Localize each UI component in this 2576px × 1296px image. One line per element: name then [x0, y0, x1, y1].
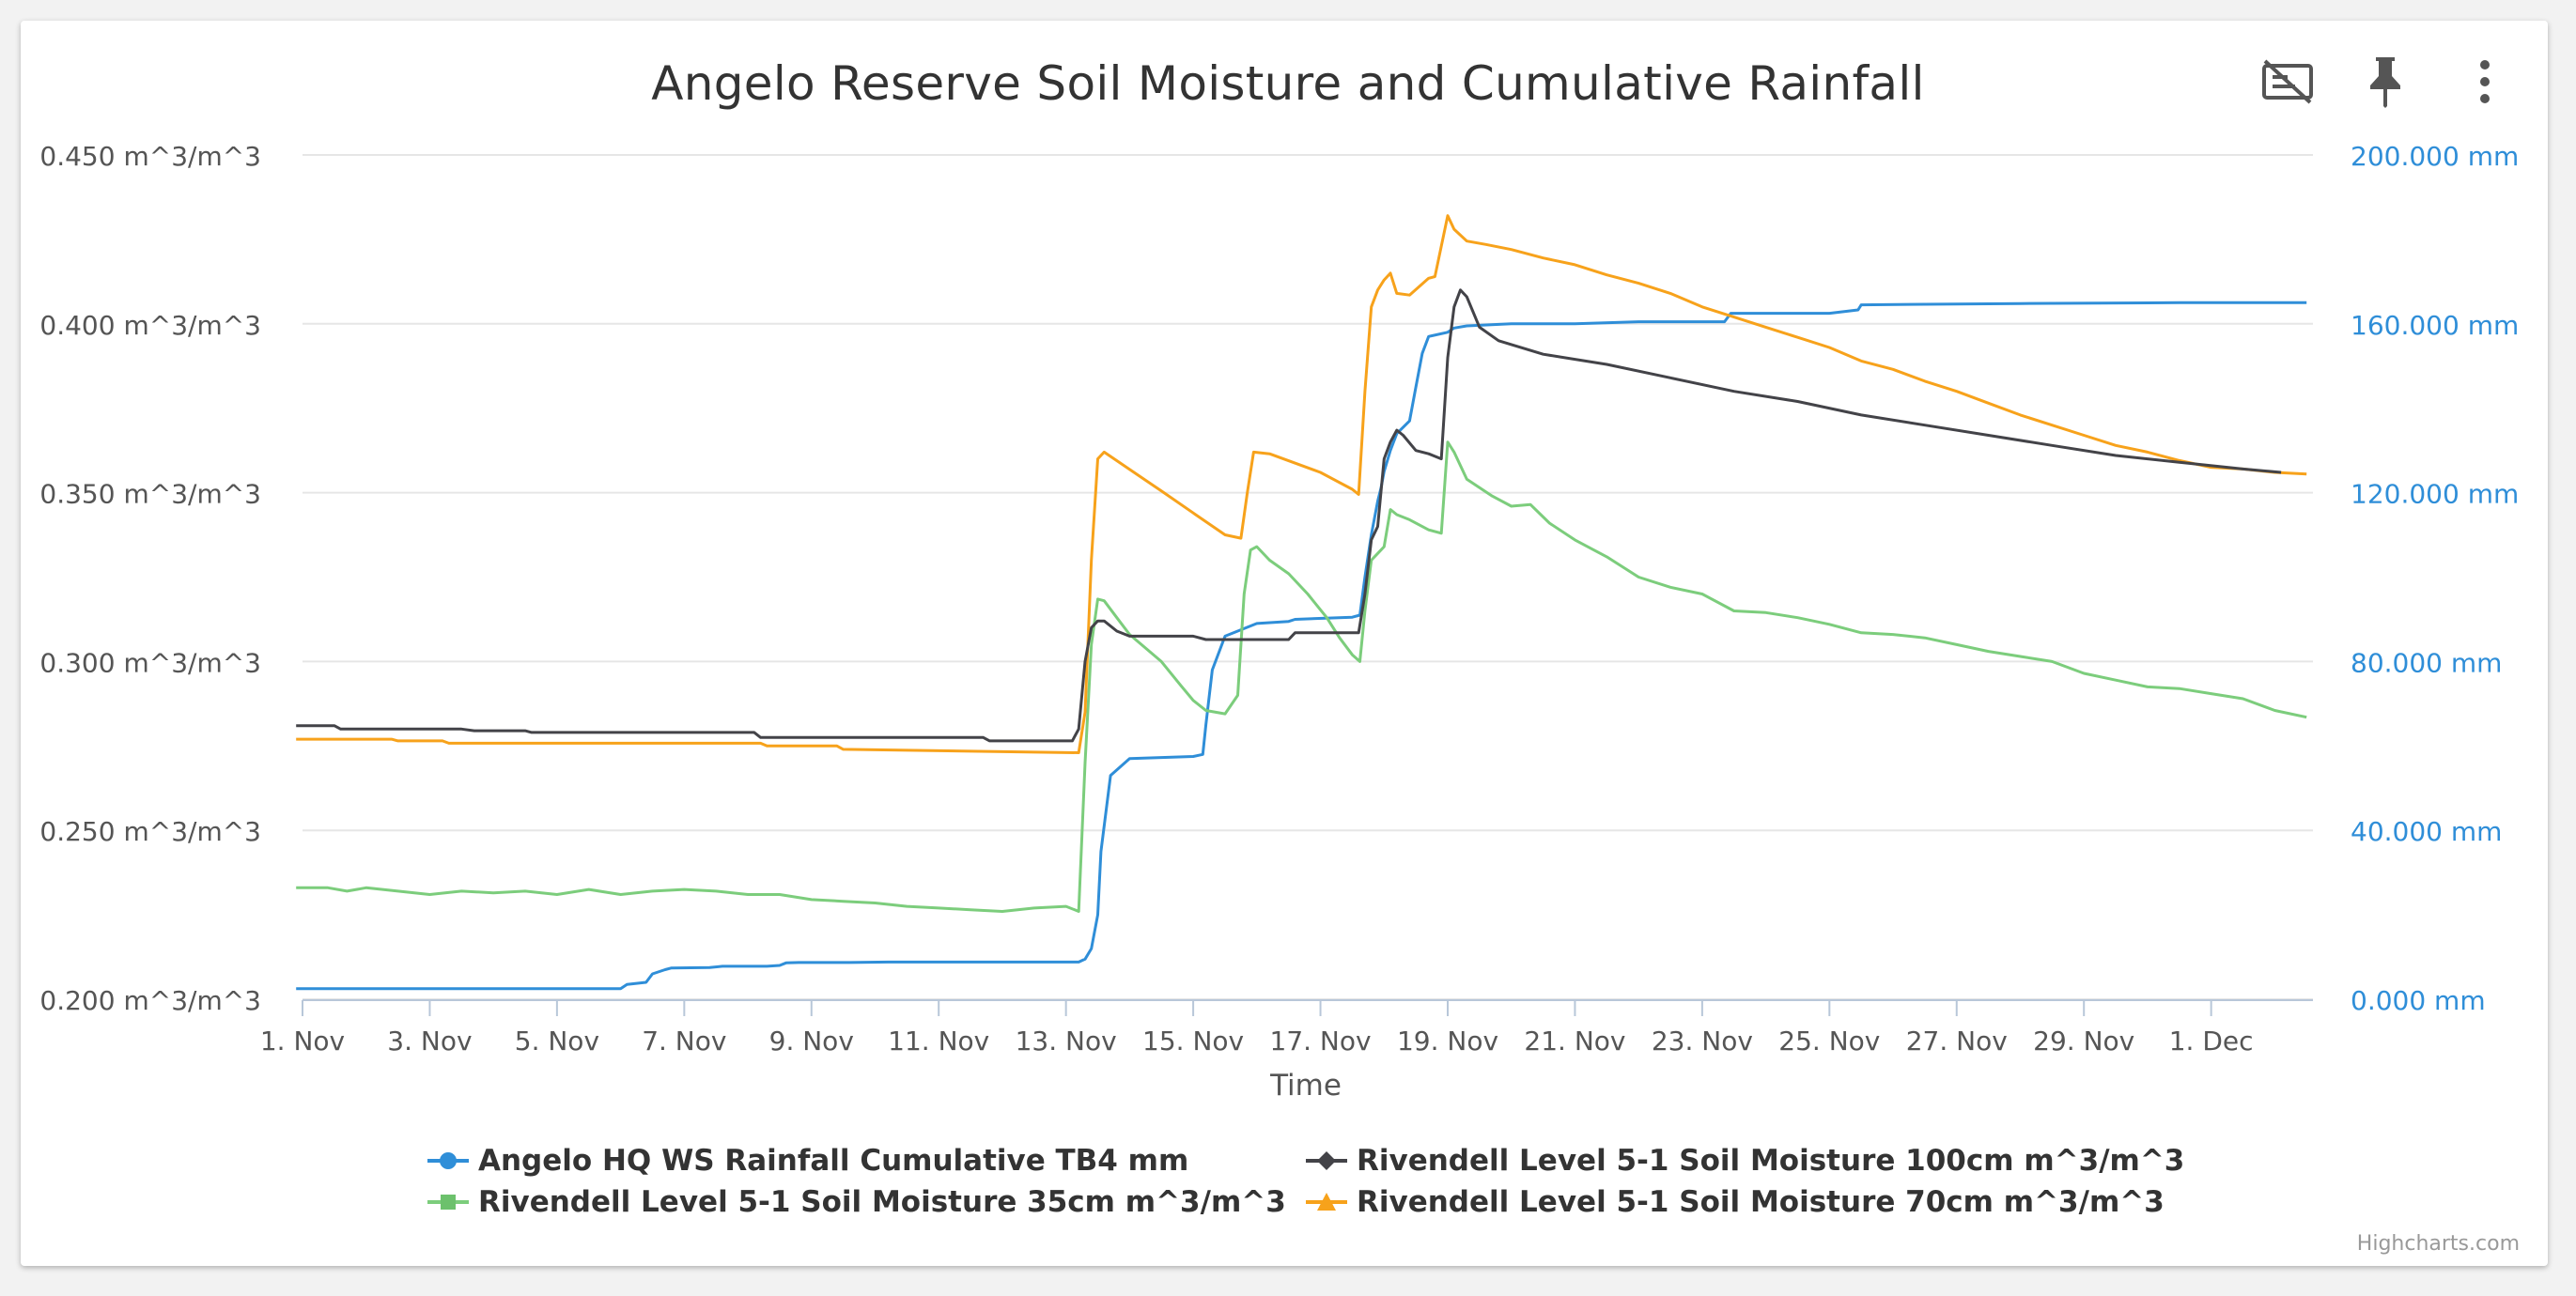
x-tick-label: 7. Nov [642, 1026, 726, 1057]
circle-series-line[interactable] [296, 301, 2307, 991]
x-tick-label: 29. Nov [2033, 1026, 2134, 1057]
y-left-tick-label: 0.300 m^3/m^3 [39, 647, 261, 678]
x-tick-label: 23. Nov [1652, 1026, 1753, 1057]
legend-item-100cm[interactable]: Rivendell Level 5-1 Soil Moisture 100cm … [1306, 1144, 2208, 1178]
series-lines [296, 214, 2307, 991]
x-tick-label: 17. Nov [1270, 1026, 1372, 1057]
legend-square-icon [427, 1195, 469, 1210]
legend-triangle-icon [1306, 1193, 1347, 1211]
axes: 0.200 m^3/m^3 0.000 mm 0.250 m^3/m^3 40.000… [39, 141, 2519, 1057]
y-left-tick-label: 0.450 m^3/m^3 [39, 141, 261, 172]
legend-circle-icon [427, 1152, 469, 1169]
pin-button[interactable] [2352, 49, 2418, 115]
x-tick-label: 1. Nov [260, 1026, 345, 1057]
eye-off-icon [2262, 59, 2313, 104]
legend-label: Rivendell Level 5-1 Soil Moisture 100cm … [1357, 1144, 2185, 1178]
y-right-tick-label: 40.000 mm [2351, 816, 2502, 847]
x-tick-label: 11. Nov [888, 1026, 989, 1057]
x-tick-label: 21. Nov [1524, 1026, 1625, 1057]
chart-title: Angelo Reserve Soil Moisture and Cumulat… [651, 56, 1925, 111]
legend-item-rainfall[interactable]: Angelo HQ WS Rainfall Cumulative TB4 mm [427, 1144, 1306, 1178]
y-right-tick-label: 0.000 mm [2351, 985, 2486, 1016]
y-left-tick-label: 0.400 m^3/m^3 [39, 310, 261, 341]
more-vert-icon [2480, 60, 2490, 103]
hide-chart-button[interactable] [2255, 49, 2320, 115]
x-tick-label: 15. Nov [1142, 1026, 1244, 1057]
chart-legend: Angelo HQ WS Rainfall Cumulative TB4 mm … [427, 1144, 2212, 1219]
legend-item-35cm[interactable]: Rivendell Level 5-1 Soil Moisture 35cm m… [427, 1185, 1306, 1219]
grid-lines [303, 154, 2313, 1000]
x-tick-label: 3. Nov [387, 1026, 472, 1057]
triangle-series-line[interactable] [296, 214, 2307, 754]
y-right-tick-label: 120.000 mm [2351, 479, 2519, 510]
y-right-tick-label: 80.000 mm [2351, 647, 2502, 678]
y-left-tick-label: 0.200 m^3/m^3 [39, 985, 261, 1016]
legend-diamond-icon [1306, 1151, 1347, 1170]
x-tick-label: 1. Dec [2169, 1026, 2254, 1057]
diamond-series-line[interactable] [296, 288, 2282, 743]
pin-icon [2370, 57, 2400, 108]
x-tick-label: 5. Nov [515, 1026, 599, 1057]
x-tick-label: 25. Nov [1778, 1026, 1880, 1057]
chart-menu-button[interactable] [2452, 49, 2518, 115]
x-tick-label: 13. Nov [1016, 1026, 1117, 1057]
y-right-tick-label: 160.000 mm [2351, 310, 2519, 341]
square-series-line[interactable] [296, 440, 2307, 913]
x-axis-title: Time [1269, 1069, 1342, 1103]
y-left-tick-label: 0.250 m^3/m^3 [39, 816, 261, 847]
legend-item-70cm[interactable]: Rivendell Level 5-1 Soil Moisture 70cm m… [1306, 1185, 2208, 1219]
legend-label: Rivendell Level 5-1 Soil Moisture 70cm m… [1357, 1185, 2165, 1219]
x-tick-label: 9. Nov [769, 1026, 854, 1057]
y-left-tick-label: 0.350 m^3/m^3 [39, 479, 261, 510]
chart-credits[interactable]: Highcharts.com [2356, 1232, 2520, 1256]
x-tick-label: 19. Nov [1397, 1026, 1498, 1057]
x-tick-label: 27. Nov [1906, 1026, 2008, 1057]
y-right-tick-label: 200.000 mm [2351, 141, 2519, 172]
legend-label: Rivendell Level 5-1 Soil Moisture 35cm m… [478, 1185, 1286, 1219]
legend-label: Angelo HQ WS Rainfall Cumulative TB4 mm [478, 1144, 1189, 1178]
chart-card [21, 21, 2548, 1266]
